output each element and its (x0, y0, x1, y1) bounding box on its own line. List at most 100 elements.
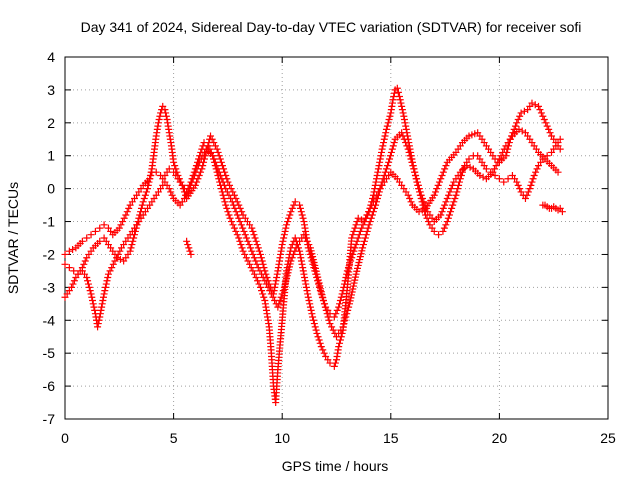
data-point-interp (406, 195, 414, 203)
data-point (556, 135, 564, 143)
data-point-interp (218, 175, 226, 183)
data-point (330, 362, 338, 370)
data-point-interp (239, 224, 247, 232)
data-point-interp (308, 310, 316, 318)
data-point (230, 224, 238, 232)
data-point-interp (434, 181, 442, 189)
data-point (274, 303, 282, 311)
data-point-interp (331, 359, 339, 367)
data-point-interp (233, 211, 241, 219)
data-point-interp (491, 165, 499, 173)
y-tick-label: -3 (43, 279, 56, 295)
data-point-interp (101, 287, 109, 295)
data-point (365, 221, 373, 229)
data-point-interp (210, 155, 218, 163)
data-point-interp (211, 158, 219, 166)
data-point (354, 214, 362, 222)
data-point-interp (315, 336, 323, 344)
data-point (300, 231, 308, 239)
series-track-c (61, 125, 562, 341)
data-point-interp (95, 316, 103, 324)
data-point (495, 175, 503, 183)
data-point (528, 99, 536, 107)
x-tick-label: 25 (600, 430, 616, 446)
data-point-interp (514, 116, 522, 124)
data-point-interp (102, 280, 110, 288)
data-point-interp (409, 162, 417, 170)
data-point-interp (347, 257, 355, 265)
data-point-interp (390, 139, 398, 147)
data-point-interp (420, 198, 428, 206)
data-point-interp (368, 211, 376, 219)
data-point-interp (162, 112, 170, 120)
data-point-interp (516, 112, 524, 120)
data-point-interp (155, 116, 163, 124)
data-point-interp (351, 273, 359, 281)
data-point (287, 208, 295, 216)
data-point (452, 191, 460, 199)
data-point-interp (340, 320, 348, 328)
data-point-interp (117, 221, 125, 229)
data-point-interp (254, 277, 262, 285)
data-point-interp (347, 294, 355, 302)
data-point-interp (292, 244, 300, 252)
data-point-interp (233, 231, 241, 239)
data-point-interp (285, 214, 293, 222)
data-point (515, 125, 523, 133)
data-point-interp (400, 116, 408, 124)
data-point-interp (246, 244, 254, 252)
data-point-interp (540, 116, 548, 124)
data-point-interp (384, 119, 392, 127)
data-point (189, 175, 197, 183)
data-point-interp (328, 323, 336, 331)
data-point-interp (398, 102, 406, 110)
data-point (437, 175, 445, 183)
data-point-interp (432, 188, 440, 196)
data-point-interp (201, 148, 209, 156)
data-point-interp (84, 280, 92, 288)
data-point-interp (349, 231, 357, 239)
data-point (330, 313, 338, 321)
data-point-interp (383, 122, 391, 130)
data-point (252, 273, 260, 281)
data-point-interp (373, 198, 381, 206)
data-point-interp (217, 171, 225, 179)
data-point-interp (272, 277, 280, 285)
data-point-interp (255, 247, 263, 255)
data-point (246, 260, 254, 268)
data-point-interp (396, 96, 404, 104)
data-point-interp (278, 290, 286, 298)
data-point-interp (323, 310, 331, 318)
data-point (70, 267, 78, 275)
data-point-interp (296, 250, 304, 258)
data-point-interp (258, 270, 266, 278)
data-point-interp (348, 288, 356, 296)
data-point-interp (340, 283, 348, 291)
data-point (154, 119, 162, 127)
data-point-interp (406, 152, 414, 160)
data-point-interp (413, 175, 421, 183)
data-point-interp (545, 125, 553, 133)
data-point-interp (390, 89, 398, 97)
data-point-interp (286, 211, 294, 219)
data-point-interp (225, 191, 233, 199)
data-point-interp (197, 155, 205, 163)
data-point-interp (214, 165, 222, 173)
data-point-interp (352, 241, 360, 249)
data-point-interp (354, 234, 362, 242)
data-point-interp (86, 287, 94, 295)
data-point-interp (444, 214, 452, 222)
y-tick-label: -5 (43, 345, 56, 361)
data-point (228, 198, 236, 206)
data-point-interp (213, 162, 221, 170)
data-point-interp (353, 237, 361, 245)
data-point-interp (85, 283, 93, 291)
data-point-interp (382, 165, 390, 173)
data-point-interp (500, 145, 508, 153)
data-point-interp (441, 165, 449, 173)
data-point-interp (372, 178, 380, 186)
data-point-interp (376, 185, 384, 193)
data-point (96, 224, 104, 232)
data-point (304, 293, 312, 301)
data-point-interp (520, 107, 528, 115)
